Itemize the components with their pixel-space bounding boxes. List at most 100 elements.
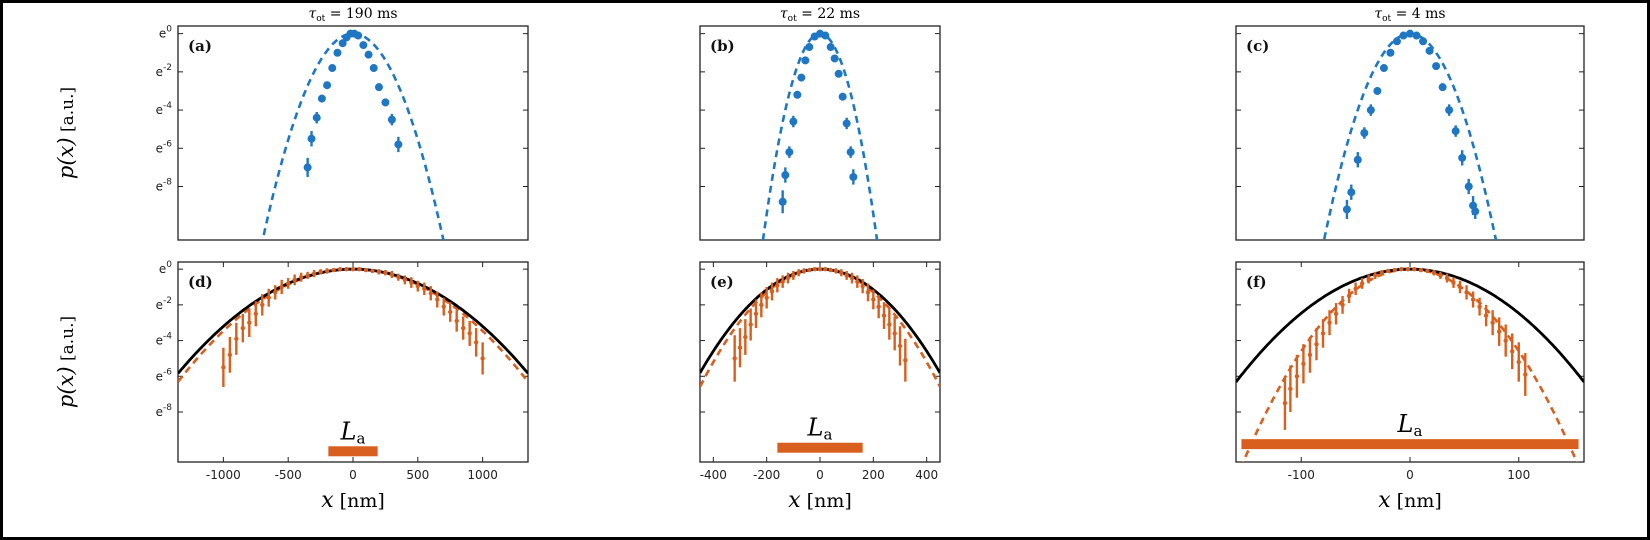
data-point <box>1314 341 1319 347</box>
data-point <box>402 277 408 283</box>
plot-area <box>700 266 940 388</box>
data-point <box>359 41 368 50</box>
data-point <box>292 277 297 283</box>
data-point <box>1464 290 1469 295</box>
data-point <box>260 302 265 308</box>
axes-box <box>1235 25 1585 241</box>
panel-letter: (a) <box>188 37 212 55</box>
fit-dashed <box>761 32 879 240</box>
data-point <box>796 270 801 275</box>
panel-letter: (d) <box>188 273 213 291</box>
data-point <box>807 267 812 273</box>
data-point <box>1490 320 1495 325</box>
data-point <box>454 318 459 324</box>
x-axis-label: x [nm] <box>788 488 852 513</box>
data-point <box>821 31 830 40</box>
data-point <box>1438 83 1447 92</box>
panel-e: -400 -200 0 200 400 La (e) x [nm] <box>699 261 941 513</box>
data-point <box>753 311 759 316</box>
x-tick-label: 400 <box>915 468 938 482</box>
x-tick-label: -100 <box>1288 468 1315 482</box>
data-point <box>311 271 317 276</box>
panel-letter: (b) <box>710 37 735 55</box>
data-point <box>234 336 239 341</box>
data-point <box>844 273 849 278</box>
data-point <box>266 295 271 300</box>
data-point <box>846 148 855 157</box>
data-point <box>1346 293 1352 299</box>
data-point <box>789 117 798 126</box>
data-point <box>1342 205 1351 214</box>
data-point <box>769 289 775 294</box>
data-point <box>1406 29 1414 38</box>
data-point <box>253 311 258 316</box>
data-point <box>1392 37 1401 46</box>
data-point <box>460 325 466 331</box>
data-point <box>1451 280 1456 285</box>
data-point <box>1333 311 1339 316</box>
data-point <box>887 322 892 327</box>
data-point <box>435 297 440 302</box>
data-point <box>855 279 860 284</box>
data-point <box>860 283 865 289</box>
data-point <box>363 267 369 273</box>
data-point <box>865 290 871 295</box>
data-point <box>1347 188 1356 197</box>
data-point <box>849 275 855 281</box>
data-point <box>1360 129 1369 137</box>
x-tick-label: 0 <box>1406 468 1414 482</box>
data-point <box>834 69 843 78</box>
la-label: La <box>340 417 366 447</box>
data-point <box>370 268 375 274</box>
data-point <box>240 325 246 331</box>
data-point <box>338 39 347 48</box>
panel-b: (b) τot = 22 ms <box>699 6 941 241</box>
data-point <box>1379 64 1388 73</box>
data-point <box>775 283 780 288</box>
panel-c: (c) τot = 4 ms <box>1235 6 1585 241</box>
data-point <box>279 284 284 290</box>
data-point <box>383 270 388 275</box>
data-point <box>793 90 802 99</box>
data-point <box>748 322 753 327</box>
la-label: La <box>1397 410 1423 440</box>
data-point <box>357 266 362 272</box>
data-point <box>1366 276 1371 282</box>
data-point <box>805 43 814 52</box>
data-point <box>881 313 887 318</box>
data-point <box>1458 153 1467 162</box>
data-point <box>732 356 737 361</box>
data-point <box>737 345 743 350</box>
data-point <box>1282 400 1288 406</box>
data-point <box>1431 270 1437 275</box>
data-point <box>1399 31 1408 40</box>
fit-solid <box>1236 267 1584 383</box>
fit-dashed <box>178 267 528 383</box>
data-point <box>318 269 323 275</box>
data-point <box>785 148 794 157</box>
fit-dashed <box>700 267 940 388</box>
data-point <box>333 48 342 57</box>
la-bar <box>1241 439 1579 450</box>
data-point <box>801 268 807 274</box>
data-point <box>743 334 748 340</box>
y-axis-label: p(x) [a.u.] <box>54 87 78 179</box>
data-point <box>298 274 304 280</box>
data-point <box>1353 286 1358 291</box>
data-point <box>1327 320 1332 325</box>
data-point <box>876 304 881 309</box>
data-point <box>331 267 336 273</box>
data-point <box>350 266 356 272</box>
data-point <box>1470 297 1476 302</box>
data-point <box>1457 284 1463 290</box>
data-point <box>849 172 858 181</box>
y-tick-label: e0 <box>159 260 172 276</box>
data-point <box>369 64 378 73</box>
data-point <box>1483 313 1489 318</box>
data-point <box>1405 266 1411 272</box>
data-point <box>842 119 851 128</box>
data-point <box>1451 127 1460 136</box>
data-point <box>1373 86 1382 95</box>
fit-dashed <box>1322 32 1498 240</box>
